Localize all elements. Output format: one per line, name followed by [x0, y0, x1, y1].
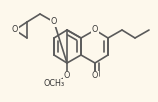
Text: O: O [64, 72, 70, 80]
Text: O: O [92, 26, 98, 34]
Text: O: O [51, 18, 57, 27]
Text: O: O [12, 26, 18, 34]
Text: O: O [92, 72, 98, 80]
Text: OCH₃: OCH₃ [43, 79, 65, 89]
